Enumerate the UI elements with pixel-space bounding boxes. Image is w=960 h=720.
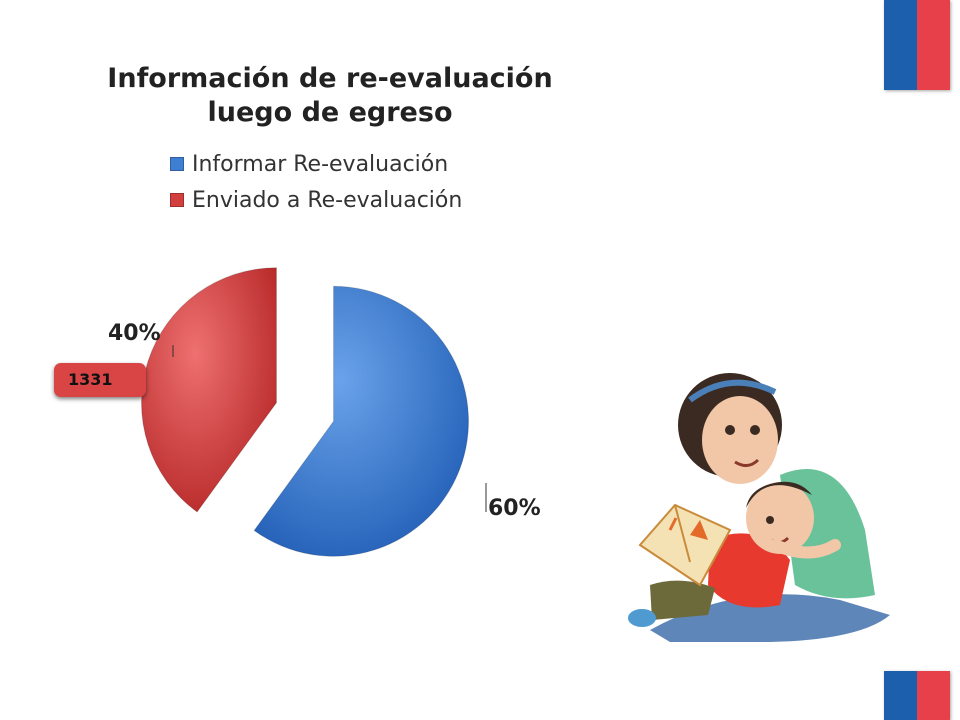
legend-swatch-blue bbox=[170, 157, 184, 171]
chart-legend: Informar Re-evaluación Enviado a Re-eval… bbox=[170, 146, 462, 218]
chart-title: Información de re-evaluación luego de eg… bbox=[60, 62, 600, 130]
pie-slice-enviado bbox=[141, 267, 277, 513]
pie-chart: 40% 60% bbox=[108, 267, 541, 557]
chart-title-line-2: luego de egreso bbox=[207, 97, 453, 128]
legend-item-informar: Informar Re-evaluación bbox=[170, 146, 462, 182]
legend-label: Informar Re-evaluación bbox=[192, 151, 449, 177]
flag-logo-bottom bbox=[884, 671, 950, 720]
legend-swatch-red bbox=[170, 193, 184, 207]
data-label-60: 60% bbox=[488, 496, 541, 521]
flag-red-band bbox=[917, 671, 950, 720]
pie-slice-informar bbox=[253, 285, 470, 557]
legend-item-enviado: Enviado a Re-evaluación bbox=[170, 182, 462, 218]
flag-blue-band bbox=[884, 671, 917, 720]
legend-label: Enviado a Re-evaluación bbox=[192, 187, 463, 213]
flag-red-band bbox=[917, 0, 950, 90]
chart-title-line-1: Información de re-evaluación bbox=[107, 63, 553, 94]
mother-reading-to-child-illustration bbox=[628, 373, 890, 642]
data-label-40: 40% bbox=[108, 321, 161, 346]
flag-logo-top bbox=[884, 0, 950, 90]
flag-blue-band bbox=[884, 0, 917, 90]
count-callout: 1331 bbox=[54, 363, 146, 397]
